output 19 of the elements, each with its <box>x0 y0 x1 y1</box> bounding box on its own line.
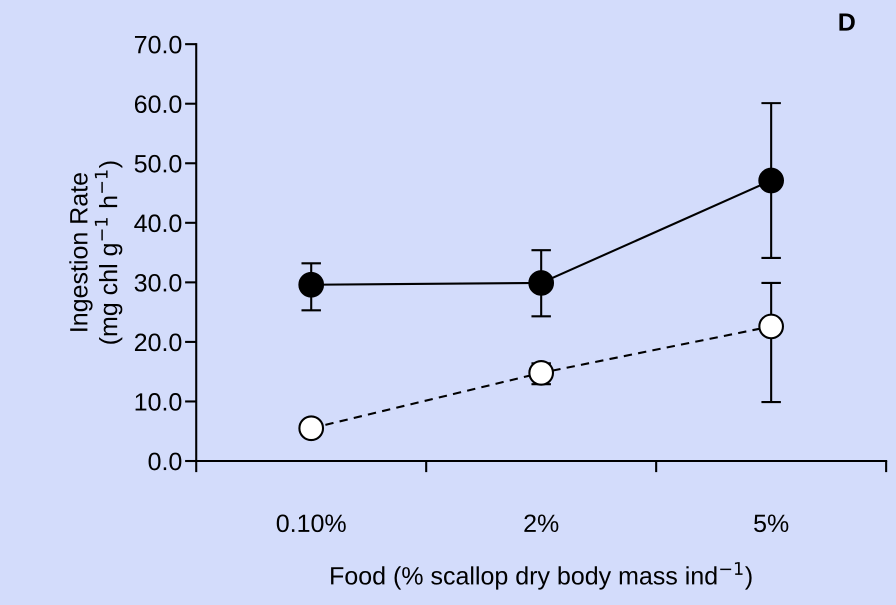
text: D <box>839 13 855 31</box>
point <box>528 270 554 296</box>
y-tick-label: 10.0 <box>136 393 182 411</box>
y-tick-label: 30.0 <box>134 274 182 292</box>
x-axis-title: Food (% scallop dry body mass ind$^{−1}$) <box>331 562 752 590</box>
y-axis-title: Ingestion Rate (mg chl g$^{−1}$ h$^{−1}$) <box>69 161 122 344</box>
y-tick-label: 0.0 <box>148 452 182 470</box>
y-tick-label: 70.0 <box>134 36 182 54</box>
point <box>758 168 784 194</box>
x-tick-label: 0.10% <box>276 514 346 532</box>
y-tick-label: 50.0 <box>134 154 182 173</box>
y-tick-label: 40.0 <box>134 214 182 232</box>
point <box>758 314 784 340</box>
point <box>298 415 324 442</box>
y-tick-label: 20.0 <box>134 334 182 352</box>
x-tick-label: 5% <box>754 514 788 532</box>
y-tick-label: 60.0 <box>134 95 182 114</box>
x-tick-label: 2% <box>524 514 558 532</box>
point <box>298 272 324 298</box>
